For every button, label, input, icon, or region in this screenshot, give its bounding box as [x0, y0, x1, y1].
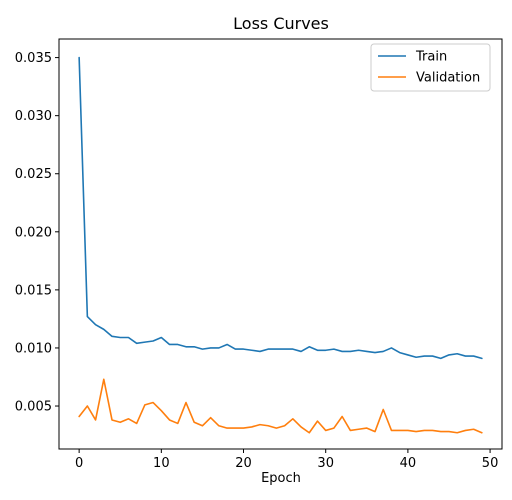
x-tick-label: 30	[317, 456, 334, 471]
x-tick-label: 40	[400, 456, 417, 471]
y-tick-label: 0.025	[15, 167, 52, 182]
plot-area	[59, 39, 502, 449]
y-tick-label: 0.020	[15, 225, 52, 240]
x-tick-label: 10	[153, 456, 170, 471]
y-axis: 0.005 0.010 0.015 0.020 0.025 0.030 0.035	[15, 51, 59, 415]
legend-train-label: Train	[415, 50, 447, 65]
y-tick-label: 0.015	[15, 283, 52, 298]
series-line-validation	[78, 378, 483, 434]
series-layer	[78, 56, 483, 434]
y-tick-label: 0.030	[15, 109, 52, 124]
x-tick-label: 50	[482, 456, 499, 471]
y-tick-label: 0.035	[15, 51, 52, 66]
x-axis-label: Epoch	[261, 471, 301, 486]
legend-validation-label: Validation	[416, 71, 480, 86]
x-tick-label: 0	[75, 456, 83, 471]
legend: Train Validation	[370, 43, 491, 92]
plot-frame	[58, 38, 503, 450]
series-line-train	[78, 56, 483, 360]
y-tick-label: 0.005	[15, 400, 52, 415]
x-tick-label: 20	[235, 456, 252, 471]
chart-title: Loss Curves	[233, 14, 329, 33]
x-axis: 0 10 20 30 40 50	[75, 449, 498, 471]
y-tick-label: 0.010	[15, 341, 52, 356]
